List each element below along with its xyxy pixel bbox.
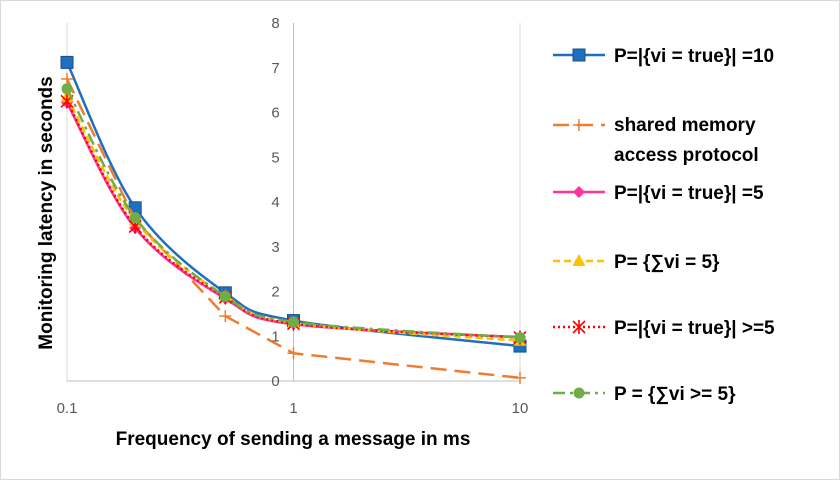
series-5-point-2 bbox=[219, 290, 231, 302]
x-tick-label-1: 1 bbox=[289, 400, 297, 417]
series-5-point-1 bbox=[129, 212, 141, 224]
x-tick-label-2: 10 bbox=[512, 400, 529, 417]
y-tick-label-2: 2 bbox=[271, 284, 279, 301]
legend-label-4: P=|{vi = true}| >=5 bbox=[614, 318, 775, 339]
legend-label-5: P = {∑vi >= 5} bbox=[614, 384, 736, 405]
series-5-point-0 bbox=[61, 83, 73, 95]
legend-label-3: P= {∑vi = 5} bbox=[614, 252, 720, 273]
legend-marker-1 bbox=[573, 119, 585, 131]
legend-label-2: P=|{vi = true}| =5 bbox=[614, 183, 764, 204]
y-tick-label-5: 5 bbox=[271, 149, 279, 166]
y-tick-label-3: 3 bbox=[271, 239, 279, 256]
legend-marker-5 bbox=[573, 387, 585, 399]
legend-item-5: P = {∑vi >= 5} bbox=[553, 384, 736, 405]
series-1-point-3 bbox=[287, 347, 300, 360]
y-tick-label-6: 6 bbox=[271, 105, 279, 122]
legend-label-1-line-1: access protocol bbox=[614, 145, 759, 166]
series-layer bbox=[60, 55, 527, 384]
y-axis-title: Monitoring latency in seconds bbox=[36, 76, 57, 349]
y-tick-label-7: 7 bbox=[271, 60, 279, 77]
x-axis-title: Frequency of sending a message in ms bbox=[116, 429, 471, 450]
legend-item-0: P=|{vi = true}| =10 bbox=[553, 46, 774, 67]
series-1-point-0 bbox=[61, 72, 73, 85]
legend-label-0: P=|{vi = true}| =10 bbox=[614, 46, 774, 67]
y-tick-label-8: 8 bbox=[271, 15, 279, 32]
legend-marker-2 bbox=[573, 186, 585, 198]
legend-item-4: P=|{vi = true}| >=5 bbox=[553, 318, 775, 339]
series-1-point-2 bbox=[219, 310, 232, 323]
legend-item-3: P= {∑vi = 5} bbox=[553, 252, 720, 273]
legend-marker-0 bbox=[572, 48, 586, 62]
series-0-point-0 bbox=[60, 55, 74, 69]
y-tick-label-1: 1 bbox=[271, 328, 279, 345]
legend-marker-3 bbox=[572, 254, 586, 266]
x-tick-label-0: 0.1 bbox=[57, 400, 78, 417]
legend-item-2: P=|{vi = true}| =5 bbox=[553, 183, 764, 204]
series-line-5 bbox=[65, 88, 521, 339]
legend: P=|{vi = true}| =10 shared memory access p… bbox=[553, 46, 775, 405]
y-tick-label-4: 4 bbox=[271, 194, 279, 211]
series-5-point-3 bbox=[288, 316, 299, 328]
series-5-point-4 bbox=[514, 332, 526, 344]
legend-item-1: shared memory access protocol bbox=[553, 115, 759, 166]
legend-label-1-line-0: shared memory bbox=[614, 115, 756, 136]
legend-marker-4 bbox=[572, 320, 586, 334]
series-1-point-4 bbox=[514, 371, 526, 384]
y-tick-label-0: 0 bbox=[271, 373, 279, 390]
